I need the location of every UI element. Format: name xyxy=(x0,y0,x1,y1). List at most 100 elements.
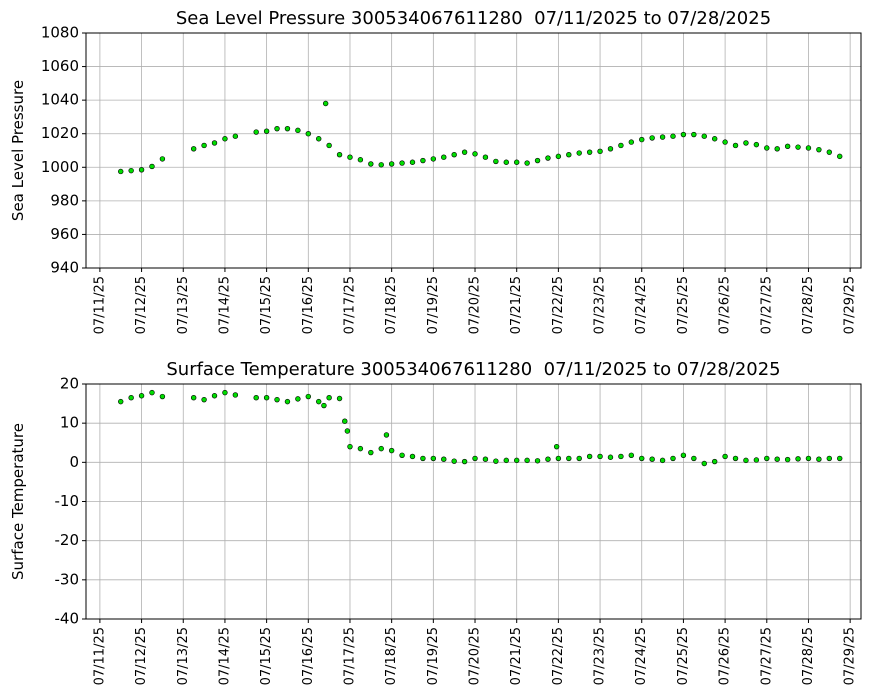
x-tick-label: 07/29/25 xyxy=(843,627,858,685)
data-point xyxy=(659,134,666,140)
x-tick-label: 07/25/25 xyxy=(676,627,691,685)
y-tick-label: 1060 xyxy=(41,57,79,75)
data-point xyxy=(701,460,707,467)
data-point xyxy=(128,167,134,174)
data-point xyxy=(305,393,311,400)
data-point xyxy=(378,162,384,168)
data-point xyxy=(388,161,395,167)
data-point xyxy=(383,432,390,438)
x-tick-label: 07/26/25 xyxy=(718,627,733,685)
data-point xyxy=(284,398,291,405)
data-point xyxy=(764,145,770,151)
data-point xyxy=(837,455,843,462)
y-tick-label: 1040 xyxy=(41,91,79,109)
data-point xyxy=(639,136,645,143)
data-point xyxy=(451,151,457,158)
x-tick-label: 07/21/25 xyxy=(509,627,524,685)
data-point xyxy=(451,458,457,464)
data-point xyxy=(555,153,562,160)
x-tick-label: 07/14/25 xyxy=(217,627,232,685)
data-point xyxy=(336,395,343,402)
x-tick-label: 07/27/25 xyxy=(759,276,774,334)
data-point xyxy=(336,151,343,158)
data-point xyxy=(441,456,447,462)
y-tick-label: -10 xyxy=(55,492,80,510)
x-tick-label: 07/18/25 xyxy=(384,276,399,334)
data-point xyxy=(566,151,572,158)
data-point xyxy=(190,146,197,152)
data-point xyxy=(816,146,822,153)
data-point xyxy=(149,163,155,170)
data-point xyxy=(342,418,348,424)
data-point xyxy=(566,455,572,462)
x-tick-label: 07/20/25 xyxy=(468,276,483,334)
data-point xyxy=(826,149,833,155)
y-axis-label: Sea Level Pressure xyxy=(9,80,27,221)
data-point xyxy=(211,140,218,146)
x-tick-label: 07/21/25 xyxy=(509,276,524,334)
data-point xyxy=(295,396,301,402)
data-point xyxy=(784,143,791,150)
data-point xyxy=(222,136,228,142)
data-point xyxy=(524,160,530,166)
x-tick-label: 07/22/25 xyxy=(551,276,566,334)
x-tick-label: 07/29/25 xyxy=(843,276,858,334)
data-point xyxy=(670,455,676,462)
data-point xyxy=(711,136,718,142)
data-point xyxy=(680,131,687,138)
data-point xyxy=(597,148,603,155)
data-point xyxy=(576,150,582,156)
data-point xyxy=(368,161,374,167)
subplot: Sea Level Pressure 300534067611280 07/11… xyxy=(9,8,862,334)
x-tick-label: 07/11/25 xyxy=(92,276,107,334)
data-point xyxy=(545,456,551,462)
x-tick-label: 07/14/25 xyxy=(217,276,232,334)
data-point xyxy=(534,458,541,464)
data-point xyxy=(493,158,499,165)
x-tick-label: 07/24/25 xyxy=(634,276,649,334)
data-point xyxy=(284,125,291,132)
data-point xyxy=(586,149,593,155)
axes-frame xyxy=(85,383,862,620)
data-point xyxy=(295,127,301,134)
x-tick-label: 07/19/25 xyxy=(426,627,441,685)
data-point xyxy=(461,458,468,465)
y-tick-label: 1020 xyxy=(41,124,79,142)
data-point xyxy=(701,133,707,139)
data-point xyxy=(743,457,749,464)
data-point xyxy=(553,443,560,450)
y-tick-label: 1080 xyxy=(41,24,79,42)
x-tick-label: 07/16/25 xyxy=(301,276,316,334)
data-point xyxy=(388,447,395,454)
data-point xyxy=(691,455,697,462)
data-point xyxy=(138,393,145,399)
data-point xyxy=(274,396,280,403)
data-point xyxy=(764,455,770,462)
data-point xyxy=(753,457,760,463)
data-point xyxy=(222,389,228,396)
data-point xyxy=(399,452,405,458)
data-point xyxy=(378,445,384,452)
data-point xyxy=(784,456,791,463)
data-point xyxy=(409,453,416,460)
data-point xyxy=(545,155,551,161)
data-point xyxy=(344,428,351,434)
x-tick-label: 07/17/25 xyxy=(342,276,357,334)
data-point xyxy=(128,395,134,401)
x-tick-label: 07/19/25 xyxy=(426,276,441,334)
y-axis-label: Surface Temperature xyxy=(9,423,27,580)
data-point xyxy=(326,395,332,401)
data-point xyxy=(472,455,478,462)
x-tick-label: 07/26/25 xyxy=(718,276,733,334)
x-tick-label: 07/24/25 xyxy=(634,627,649,685)
data-point xyxy=(482,154,489,160)
data-point xyxy=(420,157,426,164)
y-tick-label: 0 xyxy=(69,453,79,471)
data-point xyxy=(503,159,509,165)
data-point xyxy=(118,168,124,175)
x-tick-label: 07/16/25 xyxy=(301,627,316,685)
data-point xyxy=(649,456,655,462)
data-point xyxy=(743,140,749,146)
data-point xyxy=(263,128,270,134)
